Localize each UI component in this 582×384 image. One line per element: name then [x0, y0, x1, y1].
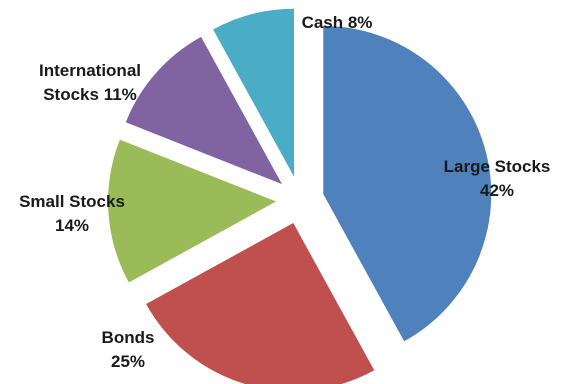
- slice-label-international-stocks: International Stocks 11%: [39, 61, 141, 104]
- pie-slice-bonds: [146, 223, 375, 384]
- pie-slices: [108, 8, 492, 384]
- pie-slice-large-stocks: [323, 26, 492, 342]
- pie-labels: Large Stocks 42% Bonds 25% Small Stocks 14% In…: [19, 13, 550, 371]
- slice-label-cash: Cash 8%: [302, 13, 373, 32]
- slice-label-bonds: Bonds 25%: [102, 328, 155, 371]
- pie-slice-cash: [213, 8, 295, 177]
- slice-label-large-stocks: Large Stocks 42%: [444, 157, 551, 200]
- pie-slice-international-stocks: [125, 36, 282, 185]
- slice-label-small-stocks: Small Stocks 14%: [19, 192, 125, 235]
- pie-slice-small-stocks: [108, 139, 277, 283]
